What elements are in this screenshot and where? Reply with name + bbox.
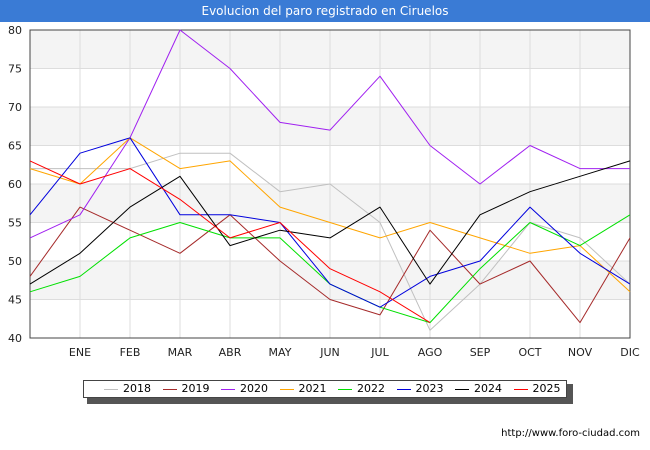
x-tick-label: ENE — [69, 346, 91, 359]
x-tick-label: SEP — [470, 346, 491, 359]
legend-swatch — [279, 388, 294, 390]
x-tick-label: MAY — [269, 346, 292, 359]
x-tick-label: DIC — [620, 346, 640, 359]
legend-swatch — [221, 388, 235, 390]
legend-item-2022: 2022 — [338, 381, 385, 397]
legend-label: 2024 — [474, 382, 502, 395]
source-url: http://www.foro-ciudad.com — [501, 428, 640, 439]
y-axis-ticks: 40 45 50 55 60 65 70 75 80 — [8, 24, 22, 345]
legend-item-2024: 2024 — [455, 381, 502, 397]
title-bar — [0, 0, 650, 22]
x-tick-label: ABR — [219, 346, 242, 359]
legend-label: 2025 — [532, 382, 561, 395]
legend-label: 2023 — [415, 382, 444, 395]
series-lines — [29, 29, 631, 331]
legend-swatch — [455, 388, 469, 390]
y-tick-label: 55 — [8, 217, 22, 230]
legend-swatch — [338, 388, 352, 390]
legend-swatch — [104, 388, 118, 390]
y-tick-label: 80 — [8, 24, 22, 37]
x-tick-label: JUL — [370, 346, 389, 359]
legend: 2018 2019 2020 2021 2022 2023 2024 2025 — [83, 380, 567, 398]
legend-label: 2019 — [181, 382, 210, 395]
series-line-2023 — [29, 137, 631, 308]
legend-label: 2022 — [357, 382, 385, 395]
legend-swatch — [513, 388, 528, 390]
legend-item-2019: 2019 — [162, 381, 210, 397]
legend-item-2021: 2021 — [279, 381, 327, 397]
y-tick-label: 50 — [8, 255, 22, 268]
x-axis-ticks: ENE FEB MAR ABR MAY JUN JUL AGO SEP OCT NOV DIC — [69, 346, 640, 359]
x-tick-label: JUN — [319, 346, 340, 359]
legend-label: 2020 — [240, 382, 268, 395]
series-line-2024 — [29, 160, 631, 285]
legend-label: 2018 — [123, 382, 151, 395]
y-tick-label: 60 — [8, 178, 22, 191]
x-tick-label: AGO — [418, 346, 443, 359]
legend-item-2018: 2018 — [104, 381, 151, 397]
chart-title: Evolucion del paro registrado en Ciruelo… — [201, 4, 449, 18]
legend-item-2025: 2025 — [513, 381, 561, 397]
series-line-2025 — [29, 160, 431, 324]
legend-swatch — [396, 388, 411, 390]
series-line-2019 — [29, 206, 631, 324]
x-tick-label: FEB — [120, 346, 141, 359]
legend-swatch — [162, 388, 177, 390]
y-tick-label: 40 — [8, 332, 22, 345]
legend-item-2023: 2023 — [396, 381, 444, 397]
x-tick-label: OCT — [518, 346, 541, 359]
y-tick-label: 75 — [8, 63, 22, 76]
legend-label: 2021 — [298, 382, 327, 395]
x-tick-label: NOV — [568, 346, 593, 359]
y-tick-label: 70 — [8, 101, 22, 114]
x-tick-label: MAR — [168, 346, 193, 359]
legend-item-2020: 2020 — [221, 381, 268, 397]
y-tick-label: 45 — [8, 294, 22, 307]
y-tick-label: 65 — [8, 140, 22, 153]
plot-frame — [29, 29, 631, 339]
